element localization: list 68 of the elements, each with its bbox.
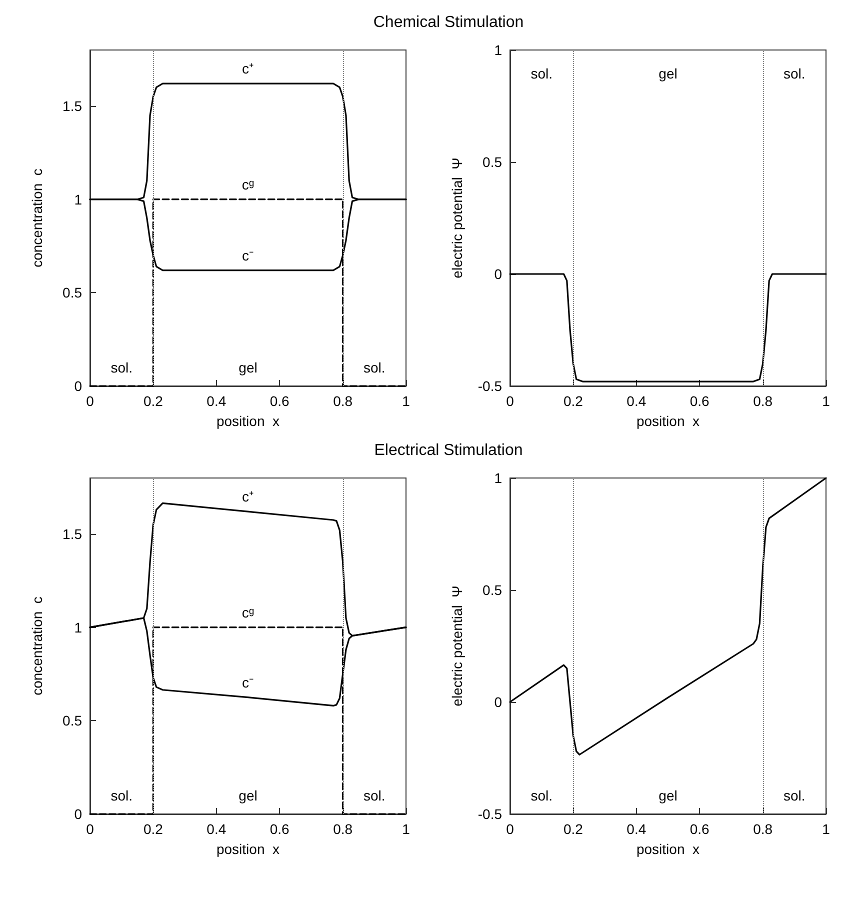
y-tick-label: 1 (74, 191, 82, 208)
annotation: sol. (364, 360, 386, 376)
y-tick-label: -0.5 (478, 806, 502, 822)
x-axis-title: position x (216, 841, 280, 857)
x-tick-label: 0.8 (333, 821, 353, 837)
y-tick-label: 0.5 (482, 154, 502, 170)
y-axis-title: electric potential Ψ (449, 586, 465, 706)
y-tick-label: 0.5 (482, 582, 502, 598)
x-tick-label: 0.2 (143, 821, 164, 837)
x-tick-label: 1 (822, 821, 830, 837)
y-tick-label: -0.5 (478, 378, 502, 394)
annotation: sol. (530, 66, 552, 82)
y-axis-title: concentration c (29, 596, 45, 696)
series-label: cᵍ (242, 176, 254, 192)
y-tick-label: 1.5 (62, 526, 82, 542)
x-tick-label: 1 (402, 393, 410, 409)
annotation: gel (238, 788, 258, 804)
y-axis-title: concentration c (29, 168, 45, 268)
x-tick-label: 0.4 (206, 821, 226, 837)
y-tick-label: 1 (494, 470, 502, 486)
y-tick-label: 1 (494, 42, 502, 58)
x-tick-label: 0.6 (270, 821, 290, 837)
y-tick-label: 0.5 (62, 712, 82, 729)
annotation: sol. (364, 788, 386, 804)
x-tick-label: 0.4 (626, 821, 646, 837)
x-tick-label: 0.6 (690, 821, 710, 837)
y-axis-title: electric potential Ψ (449, 158, 465, 278)
x-tick-label: 0 (86, 393, 94, 409)
y-tick-label: 0 (74, 378, 82, 394)
series-label: c⁻ (242, 247, 254, 264)
series-label: c⁺ (242, 488, 254, 505)
x-tick-label: 0.2 (563, 821, 584, 837)
x-tick-label: 1 (402, 821, 410, 837)
annotation: gel (658, 788, 678, 804)
x-tick-label: 1 (822, 393, 830, 409)
x-tick-label: 0.4 (626, 393, 646, 409)
text: Chemical Stimulation (372, 13, 525, 33)
annotation: sol. (784, 788, 806, 804)
y-tick-label: 1 (74, 619, 82, 636)
annotation: sol. (784, 66, 806, 82)
x-axis-title: position x (636, 841, 700, 857)
x-axis-title: position x (636, 413, 700, 429)
annotation: gel (238, 360, 258, 376)
x-tick-label: 0.6 (270, 393, 290, 409)
x-tick-label: 0.4 (206, 393, 226, 409)
x-tick-label: 0 (506, 821, 514, 837)
x-tick-label: 0.6 (690, 393, 710, 409)
x-tick-label: 0 (86, 821, 94, 837)
text: Electrical Stimulation (373, 441, 524, 461)
annotation: sol. (110, 788, 132, 804)
y-tick-label: 0.5 (62, 284, 82, 301)
x-tick-label: 0 (506, 393, 514, 409)
x-tick-label: 0.8 (753, 821, 773, 837)
y-tick-label: 0 (494, 694, 502, 710)
x-tick-label: 0.2 (143, 393, 164, 409)
annotation: sol. (530, 788, 552, 804)
x-axis-title: position x (216, 413, 280, 429)
series-label: cᵍ (242, 604, 254, 620)
x-tick-label: 0.8 (753, 393, 773, 409)
x-tick-label: 0.8 (333, 393, 353, 409)
x-tick-label: 0.2 (563, 393, 584, 409)
y-tick-label: 0 (494, 266, 502, 282)
y-tick-label: 1.5 (62, 98, 82, 114)
annotation: gel (658, 66, 678, 82)
annotation: sol. (110, 360, 132, 376)
series-label: c⁻ (242, 674, 254, 690)
series-label: c⁺ (242, 60, 254, 77)
y-tick-label: 0 (74, 806, 82, 822)
